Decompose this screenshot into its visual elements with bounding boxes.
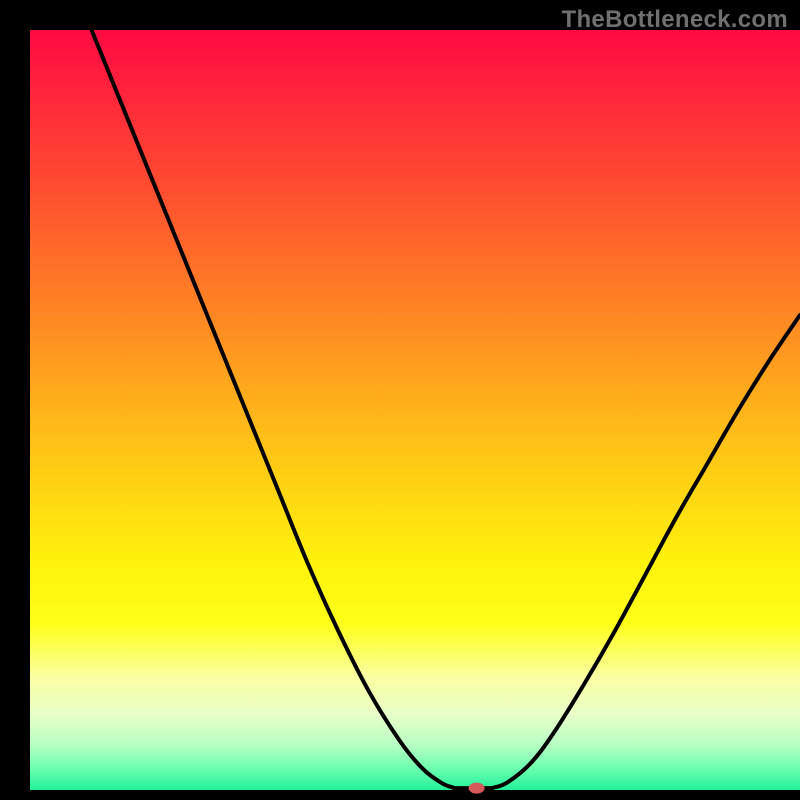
chart-container: TheBottleneck.com <box>0 0 800 800</box>
plot-background <box>30 30 800 790</box>
minimum-marker <box>469 783 485 794</box>
chart-svg <box>0 0 800 800</box>
watermark-text: TheBottleneck.com <box>562 6 788 34</box>
